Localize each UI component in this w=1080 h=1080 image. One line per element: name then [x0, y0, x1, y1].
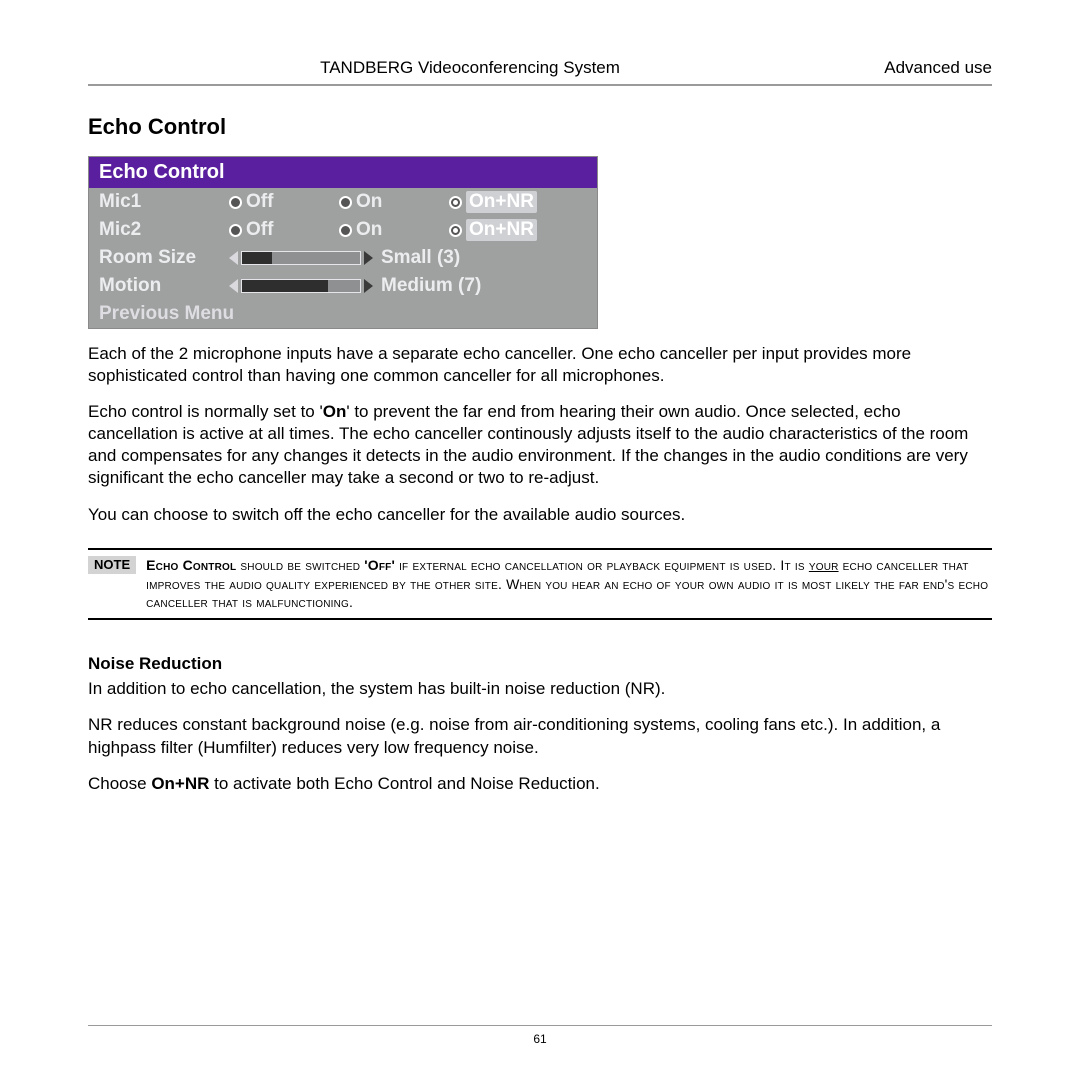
- nr-paragraph-1: In addition to echo cancellation, the sy…: [88, 678, 992, 700]
- mic1-label: Mic1: [99, 191, 229, 213]
- radio-icon: [339, 224, 352, 237]
- header-center: TANDBERG Videoconferencing System: [88, 58, 852, 78]
- text: Echo control is normally set to ': [88, 402, 323, 421]
- text: should be switched: [236, 557, 364, 573]
- text-bold: On+NR: [151, 774, 209, 793]
- option-label: On+NR: [466, 191, 537, 213]
- radio-icon: [449, 196, 462, 209]
- room-size-label: Room Size: [99, 247, 229, 269]
- note-block: NOTE Echo Control should be switched 'Of…: [88, 556, 992, 613]
- text: Choose: [88, 774, 151, 793]
- slider-track: [241, 251, 361, 265]
- section-title: Echo Control: [88, 114, 992, 140]
- mic1-option-on-nr[interactable]: On+NR: [449, 191, 569, 213]
- triangle-left-icon: [229, 251, 238, 265]
- triangle-right-icon: [364, 251, 373, 265]
- note-top-rule: [88, 548, 992, 550]
- document-page: TANDBERG Videoconferencing System Advanc…: [0, 0, 1080, 1080]
- option-label: On: [356, 219, 382, 241]
- paragraph-3: You can choose to switch off the echo ca…: [88, 504, 992, 526]
- text: to activate both Echo Control and Noise …: [209, 774, 599, 793]
- triangle-left-icon: [229, 279, 238, 293]
- option-label: On+NR: [466, 219, 537, 241]
- paragraph-2: Echo control is normally set to 'On' to …: [88, 401, 992, 489]
- menu-row-room-size: Room Size Small (3): [89, 244, 597, 272]
- mic2-option-on-nr[interactable]: On+NR: [449, 219, 569, 241]
- motion-slider[interactable]: Medium (7): [229, 275, 481, 297]
- note-badge: NOTE: [88, 556, 136, 574]
- mic2-radio-group: Off On On+NR: [229, 219, 569, 241]
- radio-icon: [339, 196, 352, 209]
- text-bold: 'Off': [364, 557, 395, 573]
- note-bottom-rule: [88, 618, 992, 620]
- echo-control-menu: Echo Control Mic1 Off On On+NR: [88, 156, 598, 329]
- menu-title: Echo Control: [89, 157, 597, 188]
- radio-icon: [229, 224, 242, 237]
- noise-reduction-title: Noise Reduction: [88, 654, 992, 674]
- motion-label: Motion: [99, 275, 229, 297]
- header-right: Advanced use: [852, 58, 992, 78]
- note-text: Echo Control should be switched 'Off' if…: [146, 556, 992, 613]
- slider-track: [241, 279, 361, 293]
- slider-fill: [242, 252, 272, 264]
- text-bold: Echo Control: [146, 557, 236, 573]
- menu-row-mic1: Mic1 Off On On+NR: [89, 188, 597, 216]
- mic1-radio-group: Off On On+NR: [229, 191, 569, 213]
- motion-value: Medium (7): [381, 275, 481, 297]
- paragraph-1: Each of the 2 microphone inputs have a s…: [88, 343, 992, 387]
- text-bold: On: [323, 402, 347, 421]
- option-label: Off: [246, 191, 273, 213]
- text-underline: your: [809, 557, 839, 573]
- room-size-value: Small (3): [381, 247, 460, 269]
- previous-menu-label: Previous Menu: [99, 303, 234, 325]
- menu-row-mic2: Mic2 Off On On+NR: [89, 216, 597, 244]
- mic2-option-off[interactable]: Off: [229, 219, 339, 241]
- footer-rule: [88, 1025, 992, 1026]
- radio-icon: [449, 224, 462, 237]
- slider-fill: [242, 280, 328, 292]
- mic1-option-off[interactable]: Off: [229, 191, 339, 213]
- mic2-option-on[interactable]: On: [339, 219, 449, 241]
- radio-icon: [229, 196, 242, 209]
- text: if external echo cancellation or playbac…: [395, 557, 809, 573]
- nr-paragraph-3: Choose On+NR to activate both Echo Contr…: [88, 773, 992, 795]
- mic2-label: Mic2: [99, 219, 229, 241]
- triangle-right-icon: [364, 279, 373, 293]
- nr-paragraph-2: NR reduces constant background noise (e.…: [88, 714, 992, 758]
- option-label: On: [356, 191, 382, 213]
- page-header: TANDBERG Videoconferencing System Advanc…: [88, 58, 992, 86]
- menu-body: Mic1 Off On On+NR: [89, 188, 597, 328]
- menu-row-motion: Motion Medium (7): [89, 272, 597, 300]
- mic1-option-on[interactable]: On: [339, 191, 449, 213]
- option-label: Off: [246, 219, 273, 241]
- previous-menu-item[interactable]: Previous Menu: [89, 300, 597, 328]
- room-size-slider[interactable]: Small (3): [229, 247, 460, 269]
- page-number: 61: [0, 1032, 1080, 1046]
